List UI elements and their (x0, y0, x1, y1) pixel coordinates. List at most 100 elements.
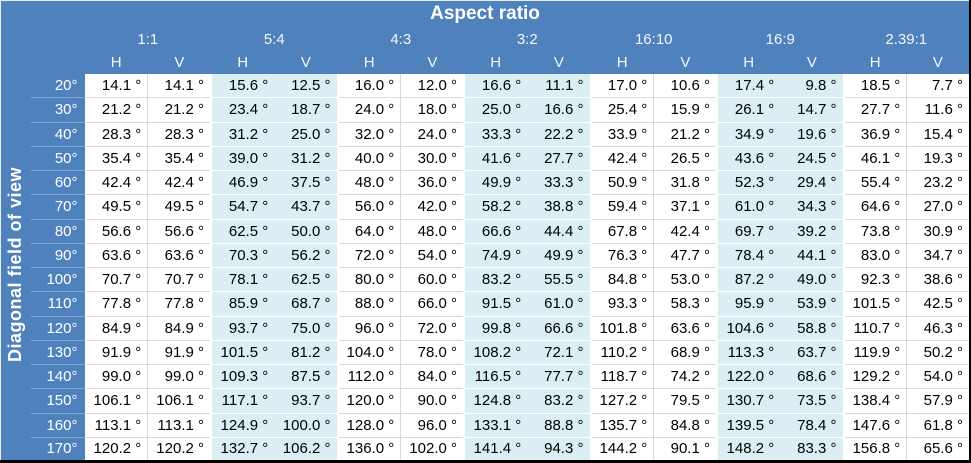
fov-value-cell: 78.4 ° (715, 243, 781, 269)
fov-value-cell: 69.7 ° (715, 219, 781, 244)
fov-value-cell: 63.6 ° (653, 316, 717, 341)
diagonal-fov-axis-label: Diagonal field of view (0, 73, 31, 462)
fov-value-cell: 65.6 ° (906, 437, 970, 463)
fov-value-cell: 18.5 ° (843, 73, 908, 99)
fov-value-cell: 53.0 ° (653, 267, 717, 293)
fov-value-cell: 156.8 ° (843, 437, 908, 463)
fov-value-cell: 28.3 ° (84, 122, 149, 147)
table-row: 140° 99.0 ° 99.0 ° 109.3 ° 87.5 ° 112.0 ° 84.0… (1, 364, 970, 390)
fov-value-cell: 48.0 ° (337, 170, 402, 196)
fov-value-cell: 11.6 ° (906, 97, 970, 123)
fov-value-cell: 120.2 ° (84, 437, 149, 463)
fov-value-cell: 100.0 ° (274, 413, 339, 438)
fov-value-cell: 56.6 ° (147, 219, 211, 244)
fov-value-cell: 49.5 ° (84, 194, 149, 220)
fov-value-cell: 119.9 ° (843, 340, 908, 366)
fov-value-cell: 104.0 ° (337, 340, 402, 366)
fov-value-cell: 18.0 ° (400, 97, 464, 123)
fov-value-cell: 90.1 ° (653, 437, 717, 463)
fov-value-cell: 84.9 ° (84, 316, 149, 341)
row-label: 110° (30, 291, 85, 317)
table-row: 110° 77.8 ° 77.8 ° 85.9 ° 68.7 ° 88.0 ° 66.0 °… (1, 291, 970, 317)
fov-value-cell: 74.2 ° (653, 364, 717, 390)
fov-value-cell: 72.0 ° (400, 316, 464, 341)
fov-value-cell: 60.0 ° (400, 267, 464, 293)
fov-value-cell: 99.8 ° (462, 316, 528, 341)
table-row: 30° 21.2 ° 21.2 ° 23.4 ° 18.7 ° 24.0 ° 18.0 ° 2… (1, 97, 970, 123)
fov-value-cell: 49.0 ° (780, 267, 845, 293)
aspect-ratio-group-label: 3:2 (464, 27, 591, 51)
fov-value-cell: 40.0 ° (337, 146, 402, 172)
fov-value-cell: 129.2 ° (843, 364, 908, 390)
fov-value-cell: 18.7 ° (274, 97, 339, 123)
fov-value-cell: 70.3 ° (209, 243, 275, 269)
fov-value-cell: 42.5 ° (906, 291, 970, 317)
diagonal-fov-axis-label-text: Diagonal field of view (5, 166, 26, 362)
fov-value-cell: 88.0 ° (337, 291, 402, 317)
fov-value-cell: 136.0 ° (337, 437, 402, 463)
fov-value-cell: 27.7 ° (843, 97, 908, 123)
fov-value-cell: 110.7 ° (843, 316, 908, 341)
fov-value-cell: 128.0 ° (337, 413, 402, 438)
row-label: 130° (30, 340, 85, 366)
fov-value-cell: 76.3 ° (590, 243, 655, 269)
fov-value-cell: 48.0 ° (400, 219, 464, 244)
fov-value-cell: 23.2 ° (906, 170, 970, 196)
fov-value-cell: 38.8 ° (527, 194, 592, 220)
fov-value-cell: 33.9 ° (590, 122, 655, 147)
fov-value-cell: 50.9 ° (590, 170, 655, 196)
fov-value-cell: 113.1 ° (147, 413, 211, 438)
fov-value-cell: 106.1 ° (147, 388, 211, 414)
fov-value-cell: 77.8 ° (147, 291, 211, 317)
fov-value-cell: 12.5 ° (274, 73, 339, 99)
fov-value-cell: 31.2 ° (274, 146, 339, 172)
vertical-column-header: V (527, 50, 591, 74)
fov-value-cell: 31.8 ° (653, 170, 717, 196)
fov-value-cell: 15.6 ° (209, 73, 275, 99)
fov-value-cell: 61.0 ° (527, 291, 592, 317)
fov-value-cell: 90.0 ° (400, 388, 464, 414)
fov-value-cell: 138.4 ° (843, 388, 908, 414)
fov-value-cell: 34.3 ° (780, 194, 845, 220)
fov-value-cell: 87.2 ° (715, 267, 781, 293)
fov-value-cell: 108.2 ° (462, 340, 528, 366)
fov-value-cell: 24.0 ° (400, 122, 464, 147)
fov-value-cell: 124.9 ° (209, 413, 275, 438)
fov-value-cell: 135.7 ° (590, 413, 655, 438)
fov-value-cell: 50.2 ° (906, 340, 970, 366)
fov-value-cell: 36.9 ° (843, 122, 908, 147)
fov-value-cell: 32.0 ° (337, 122, 402, 147)
fov-value-cell: 58.3 ° (653, 291, 717, 317)
fov-value-cell: 148.2 ° (715, 437, 781, 463)
fov-value-cell: 83.0 ° (843, 243, 908, 269)
fov-value-cell: 42.4 ° (590, 146, 655, 172)
fov-value-cell: 93.7 ° (209, 316, 275, 341)
fov-value-cell: 96.0 ° (400, 413, 464, 438)
row-label: 170° (30, 437, 85, 463)
fov-value-cell: 102.0 ° (400, 437, 464, 463)
fov-value-cell: 43.6 ° (715, 146, 781, 172)
fov-value-cell: 70.7 ° (147, 267, 211, 293)
fov-value-cell: 77.8 ° (84, 291, 149, 317)
fov-value-cell: 54.7 ° (209, 194, 275, 220)
fov-value-cell: 46.9 ° (209, 170, 275, 196)
fov-value-cell: 106.2 ° (274, 437, 339, 463)
fov-value-cell: 116.5 ° (462, 364, 528, 390)
fov-value-cell: 14.7 ° (780, 97, 845, 123)
fov-value-cell: 83.3 ° (780, 437, 845, 463)
fov-value-cell: 61.8 ° (906, 413, 970, 438)
fov-value-cell: 83.2 ° (527, 388, 592, 414)
horizontal-column-header: H (717, 50, 781, 74)
fov-value-cell: 58.8 ° (780, 316, 845, 341)
fov-value-cell: 54.0 ° (906, 364, 970, 390)
fov-value-cell: 57.9 ° (906, 388, 970, 414)
fov-value-cell: 78.0 ° (400, 340, 464, 366)
fov-value-cell: 56.2 ° (274, 243, 339, 269)
fov-value-cell: 72.0 ° (337, 243, 402, 269)
table-row: 150° 106.1 ° 106.1 ° 117.1 ° 93.7 ° 120.0 ° 90… (1, 388, 970, 414)
fov-value-cell: 93.7 ° (274, 388, 339, 414)
horizontal-column-header: H (337, 50, 401, 74)
fov-value-cell: 101.5 ° (209, 340, 275, 366)
fov-value-cell: 44.4 ° (527, 219, 592, 244)
